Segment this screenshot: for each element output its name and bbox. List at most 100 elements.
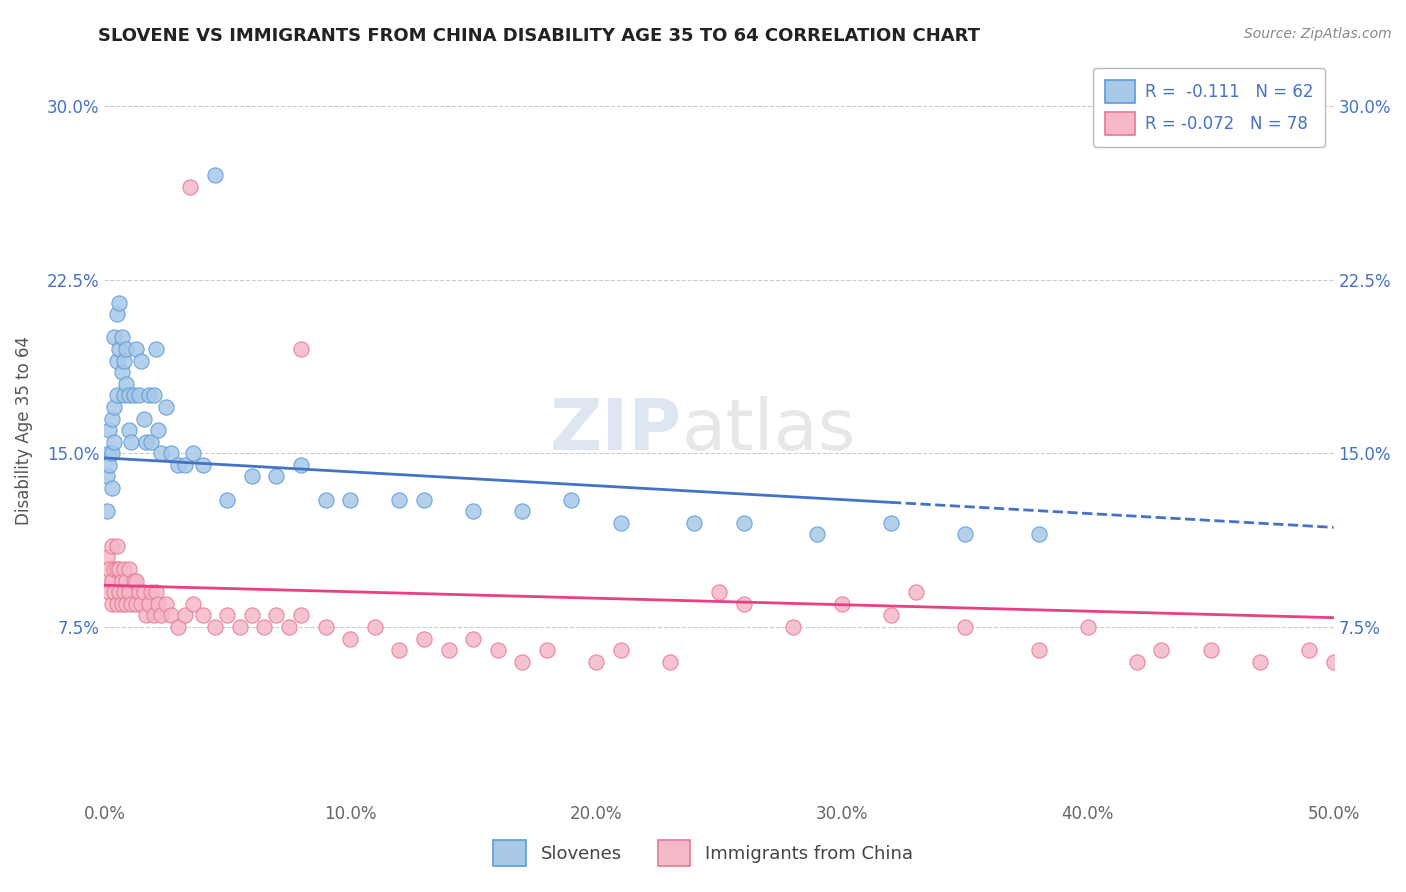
Point xyxy=(191,458,214,472)
Point xyxy=(100,597,122,611)
Point xyxy=(96,469,118,483)
Point xyxy=(108,585,131,599)
Point xyxy=(707,585,730,599)
Point xyxy=(115,376,138,391)
Point xyxy=(560,492,582,507)
Point xyxy=(880,516,903,530)
Point xyxy=(155,400,177,414)
Point xyxy=(510,504,533,518)
Point xyxy=(125,597,148,611)
Point xyxy=(904,585,927,599)
Text: ZIP: ZIP xyxy=(550,396,682,465)
Point xyxy=(290,608,312,623)
Point xyxy=(103,400,125,414)
Point xyxy=(120,597,142,611)
Point xyxy=(167,458,190,472)
Point xyxy=(108,342,131,356)
Point xyxy=(100,481,122,495)
Point xyxy=(135,608,157,623)
Point xyxy=(120,434,142,449)
Point xyxy=(413,492,436,507)
Point xyxy=(103,330,125,344)
Point xyxy=(782,620,804,634)
Point xyxy=(658,655,681,669)
Point xyxy=(266,608,288,623)
Point xyxy=(609,643,631,657)
Point xyxy=(806,527,828,541)
Point xyxy=(125,342,148,356)
Point xyxy=(96,574,118,588)
Point xyxy=(118,585,141,599)
Point xyxy=(108,295,131,310)
Text: SLOVENE VS IMMIGRANTS FROM CHINA DISABILITY AGE 35 TO 64 CORRELATION CHART: SLOVENE VS IMMIGRANTS FROM CHINA DISABIL… xyxy=(98,27,980,45)
Point xyxy=(364,620,387,634)
Point xyxy=(110,597,132,611)
Point xyxy=(100,446,122,460)
Point xyxy=(118,423,141,437)
Point xyxy=(167,620,190,634)
Point xyxy=(112,562,135,576)
Point xyxy=(112,585,135,599)
Point xyxy=(118,388,141,402)
Point xyxy=(388,643,411,657)
Point xyxy=(315,492,337,507)
Point xyxy=(142,608,165,623)
Point xyxy=(115,597,138,611)
Point xyxy=(181,597,204,611)
Point xyxy=(204,169,226,183)
Point xyxy=(100,411,122,425)
Point xyxy=(413,632,436,646)
Point xyxy=(122,388,145,402)
Point xyxy=(125,574,148,588)
Point xyxy=(228,620,250,634)
Point xyxy=(461,504,484,518)
Point xyxy=(683,516,706,530)
Point xyxy=(437,643,460,657)
Point xyxy=(100,574,122,588)
Point xyxy=(1028,527,1050,541)
Point xyxy=(339,632,361,646)
Point xyxy=(155,597,177,611)
Point xyxy=(1199,643,1222,657)
Point xyxy=(105,562,128,576)
Point xyxy=(149,608,172,623)
Point xyxy=(510,655,533,669)
Point xyxy=(253,620,276,634)
Point xyxy=(103,585,125,599)
Legend: Slovenes, Immigrants from China: Slovenes, Immigrants from China xyxy=(481,828,925,879)
Point xyxy=(142,388,165,402)
Point xyxy=(609,516,631,530)
Point xyxy=(174,458,197,472)
Point xyxy=(179,180,201,194)
Point xyxy=(461,632,484,646)
Point xyxy=(139,585,162,599)
Point xyxy=(96,504,118,518)
Point xyxy=(132,411,155,425)
Point xyxy=(100,539,122,553)
Point xyxy=(1249,655,1271,669)
Point xyxy=(115,574,138,588)
Point xyxy=(159,446,181,460)
Point xyxy=(108,562,131,576)
Point xyxy=(953,620,976,634)
Point xyxy=(105,539,128,553)
Point xyxy=(110,365,132,379)
Point xyxy=(240,608,263,623)
Point xyxy=(315,620,337,634)
Point xyxy=(122,574,145,588)
Point xyxy=(98,458,121,472)
Point xyxy=(105,388,128,402)
Point xyxy=(486,643,509,657)
Point xyxy=(181,446,204,460)
Point xyxy=(290,342,312,356)
Point xyxy=(110,330,132,344)
Point xyxy=(149,446,172,460)
Point xyxy=(98,562,121,576)
Point xyxy=(339,492,361,507)
Point xyxy=(204,620,226,634)
Point xyxy=(128,585,150,599)
Point xyxy=(103,434,125,449)
Point xyxy=(118,562,141,576)
Point xyxy=(290,458,312,472)
Point xyxy=(112,353,135,368)
